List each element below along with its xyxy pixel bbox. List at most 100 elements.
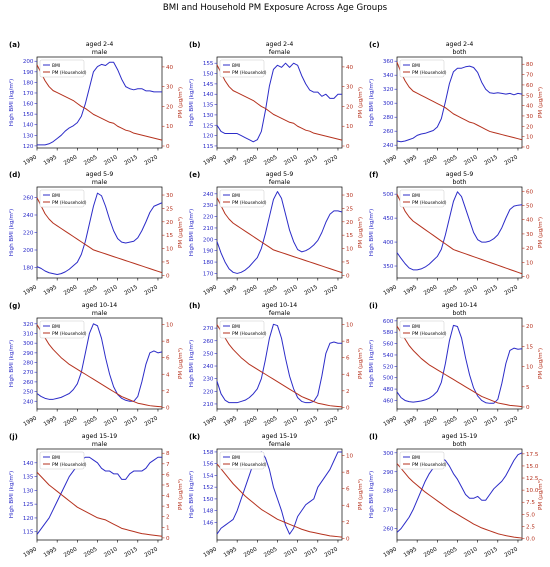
x-tick-label: 2005	[263, 154, 279, 167]
x-tick-label: 1995	[223, 415, 239, 428]
y2-tick-label: 0	[346, 144, 350, 150]
x-tick-label: 2015	[483, 154, 499, 167]
bmi-line	[36, 192, 163, 275]
x-tick-label: 2010	[103, 546, 119, 559]
plot-frame	[216, 317, 343, 410]
y2-axis-label: PM (μg/m³)	[177, 479, 184, 510]
legend-label-bmi: BMI	[232, 324, 240, 330]
x-tick-label: 2020	[324, 546, 340, 559]
y-tick-label: 250	[23, 390, 34, 396]
y2-tick-label: 0	[166, 536, 170, 542]
y2-tick-label: 2	[346, 389, 350, 395]
panel-subtitle: male	[92, 310, 108, 317]
y-tick-label: 260	[23, 380, 34, 386]
y2-tick-label: 40	[166, 65, 174, 71]
panel-title: aged 10-14	[82, 302, 117, 309]
y2-axis-label: PM (μg/m³)	[537, 217, 544, 248]
y2-tick-label: 1	[166, 525, 170, 531]
pm-line	[216, 324, 343, 408]
pm-line	[396, 463, 523, 539]
y-tick-label: 120	[23, 516, 34, 522]
panel-label: (g)	[9, 302, 20, 310]
x-tick-label: 1995	[403, 284, 419, 297]
y-tick-label: 146	[203, 520, 214, 526]
panel-label: (c)	[369, 41, 380, 49]
y-tick-label: 280	[383, 115, 394, 121]
y-tick-label: 500	[383, 192, 394, 198]
y2-tick-label: 30	[346, 193, 354, 199]
y-tick-label: 190	[23, 70, 34, 76]
panel-subtitle: female	[269, 179, 291, 186]
y2-tick-label: 6	[166, 356, 170, 362]
y-tick-label: 158	[203, 450, 214, 456]
y-tick-label: 220	[23, 231, 34, 237]
y-tick-label: 270	[23, 370, 34, 376]
panel-label: (a)	[9, 41, 20, 49]
legend-label-bmi: BMI	[232, 455, 240, 461]
y2-tick-label: 5.0	[526, 512, 535, 518]
x-tick-label: 2005	[263, 546, 279, 559]
panel-title: aged 5-9	[266, 171, 294, 178]
y2-axis-label: PM (μg/m³)	[357, 217, 364, 248]
y2-tick-label: 20	[346, 220, 354, 226]
x-tick-label: 2000	[423, 415, 439, 428]
y-axis-label: High BMI (kg/m²)	[368, 209, 375, 256]
y2-tick-label: 8	[166, 339, 170, 345]
y-tick-label: 180	[203, 260, 214, 266]
legend-label-pm: PM (Household)	[232, 331, 267, 337]
y-tick-label: 260	[383, 129, 394, 135]
y2-tick-label: 0	[346, 273, 350, 279]
y-tick-label: 135	[203, 103, 214, 109]
pm-line	[36, 64, 163, 141]
x-tick-label: 1990	[23, 154, 39, 167]
panel-subtitle: female	[269, 441, 291, 448]
y-axis-label: High BMI (kg/m²)	[8, 79, 15, 126]
legend-box	[39, 59, 85, 78]
panel-title: aged 2-4	[86, 41, 114, 48]
x-tick-label: 2000	[243, 284, 259, 297]
pm-line	[36, 471, 163, 537]
y2-tick-label: 5	[166, 483, 170, 489]
bmi-line	[396, 191, 523, 271]
x-tick-label: 2000	[423, 546, 439, 559]
y2-axis-label: PM (μg/m³)	[177, 217, 184, 248]
y2-tick-label: 10	[346, 454, 354, 460]
y2-axis-label: PM (μg/m³)	[537, 348, 544, 379]
x-tick-label: 2000	[243, 415, 259, 428]
legend-label-pm: PM (Household)	[232, 200, 267, 206]
y2-tick-label: 20	[166, 220, 174, 226]
x-tick-label: 1990	[203, 284, 219, 297]
y2-tick-label: 15.0	[526, 464, 539, 470]
legend-box	[399, 451, 445, 470]
panel-subtitle: both	[452, 310, 466, 317]
y2-tick-label: 40	[526, 104, 534, 110]
bmi-line	[216, 323, 342, 404]
y-tick-label: 290	[23, 351, 34, 357]
y2-tick-label: 6	[166, 472, 170, 478]
y-tick-label: 480	[383, 387, 394, 393]
y2-tick-label: 0	[166, 405, 170, 411]
x-tick-label: 2010	[463, 154, 479, 167]
x-tick-label: 2005	[263, 415, 279, 428]
x-tick-label: 2020	[504, 546, 520, 559]
x-tick-label: 2000	[63, 154, 79, 167]
legend-label-bmi: BMI	[412, 193, 420, 199]
y-tick-label: 150	[203, 497, 214, 503]
x-tick-label: 2020	[144, 284, 160, 297]
legend-label-bmi: BMI	[52, 193, 60, 199]
y2-tick-label: 0	[166, 273, 170, 279]
plot-frame	[216, 56, 343, 149]
panel-subtitle: male	[92, 441, 108, 448]
plot-frame	[36, 317, 163, 410]
y-tick-label: 210	[203, 226, 214, 232]
panel-title: aged 2-4	[266, 41, 294, 48]
legend-label-bmi: BMI	[52, 324, 60, 330]
y2-tick-label: 0	[346, 536, 350, 542]
panel-label: (i)	[369, 302, 378, 310]
pm-line	[36, 324, 163, 408]
y2-tick-label: 7.5	[526, 500, 535, 506]
